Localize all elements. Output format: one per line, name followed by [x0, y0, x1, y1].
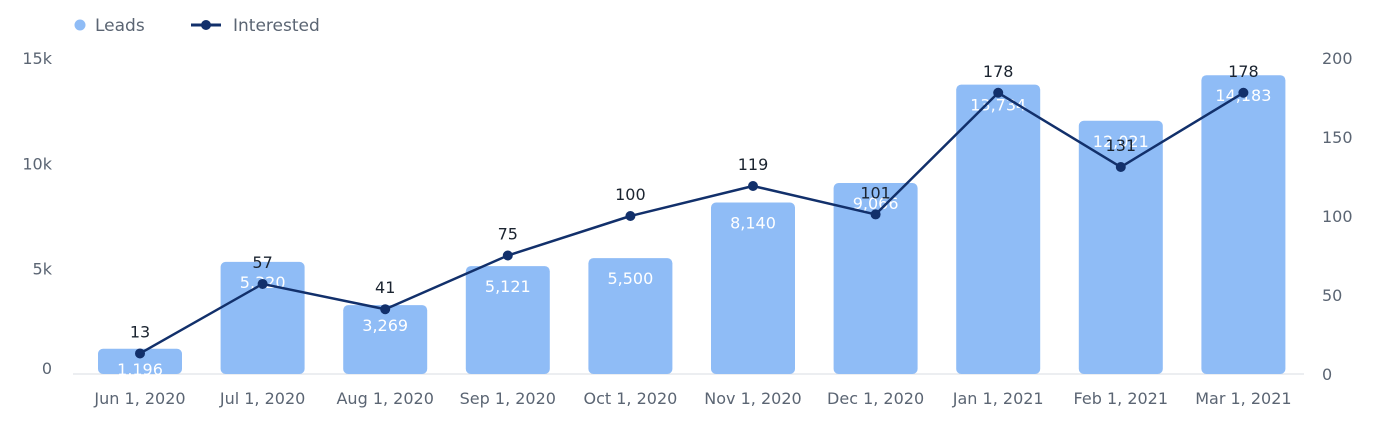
x-tick-label: Nov 1, 2020: [704, 389, 801, 408]
right-tick-label: 50: [1322, 286, 1342, 305]
right-tick-label: 100: [1322, 207, 1353, 226]
left-tick-label: 0: [42, 359, 52, 378]
bar-value-label: 3,269: [362, 316, 408, 335]
left-tick-label: 15k: [22, 49, 52, 68]
bar: [220, 261, 305, 374]
right-tick-label: 200: [1322, 49, 1353, 68]
line-value-label: 178: [983, 62, 1014, 81]
left-tick-label: 5k: [33, 260, 53, 279]
line-point: [870, 209, 881, 220]
left-axis: 0 5k 10k 15k: [22, 49, 52, 378]
bar-value-label: 8,140: [730, 214, 776, 233]
interested-line: [139, 91, 1245, 355]
line-point: [625, 211, 636, 221]
bars-series-leads: [98, 75, 1286, 375]
right-axis: 0 50 100 150 200: [1322, 49, 1353, 384]
x-tick-label: Jun 1, 2020: [93, 389, 185, 408]
line-value-label: 101: [860, 183, 891, 202]
line-point: [1238, 87, 1249, 98]
line-value-label: 119: [738, 155, 769, 174]
bar: [956, 84, 1041, 374]
x-tick-label: Dec 1, 2020: [827, 389, 924, 408]
bar-value-label: 12,021: [1093, 132, 1149, 151]
x-axis: Jun 1, 2020 Jul 1, 2020 Aug 1, 2020 Sep 1, …: [93, 389, 1291, 408]
legend-leads-label: Leads: [95, 16, 145, 36]
line-point: [135, 348, 145, 359]
right-tick-label: 150: [1322, 128, 1353, 147]
line-point: [257, 278, 268, 289]
line-labels: 13 57 41 75 100 119 101 178 131 178: [130, 62, 1259, 342]
line-value-label: 41: [375, 278, 395, 297]
legend-interested-marker: [201, 20, 211, 30]
x-tick-label: Aug 1, 2020: [336, 389, 433, 408]
line-value-label: 131: [1106, 136, 1137, 155]
line-point: [380, 304, 391, 315]
x-tick-label: Mar 1, 2021: [1195, 389, 1291, 408]
left-tick-label: 10k: [22, 154, 52, 173]
right-tick-label: 0: [1322, 365, 1332, 384]
bar: [833, 183, 918, 374]
line-value-label: 75: [498, 225, 518, 244]
x-tick-label: Sep 1, 2020: [460, 389, 556, 408]
line-value-label: 100: [615, 185, 646, 204]
bar-value-label: 5,121: [485, 277, 531, 296]
line-series-interested: [135, 87, 1249, 359]
x-tick-label: Oct 1, 2020: [583, 389, 677, 408]
line-value-label: 13: [130, 322, 150, 341]
x-tick-label: Jul 1, 2020: [219, 389, 305, 408]
line-point: [1115, 162, 1126, 173]
bar: [465, 266, 550, 374]
legend-interested-label: Interested: [233, 16, 320, 36]
x-tick-label: Jan 1, 2021: [952, 389, 1044, 408]
line-value-label: 178: [1228, 62, 1259, 81]
line-point: [748, 180, 758, 191]
x-tick-label: Feb 1, 2021: [1074, 389, 1168, 408]
bar-value-label: 9,066: [853, 194, 899, 213]
bar: [1078, 120, 1163, 374]
bar: [1201, 75, 1286, 375]
bar: [711, 202, 795, 374]
line-value-label: 57: [252, 253, 272, 272]
bar-value-label: 5,500: [607, 269, 653, 288]
line-point: [502, 250, 513, 261]
legend: Leads Interested: [74, 16, 320, 36]
bar: [343, 305, 428, 374]
legend-leads-swatch: [74, 19, 86, 31]
line-point: [993, 87, 1004, 98]
bar-value-label: 1,196: [117, 360, 163, 379]
bar: [588, 258, 673, 374]
bar: [98, 348, 182, 374]
